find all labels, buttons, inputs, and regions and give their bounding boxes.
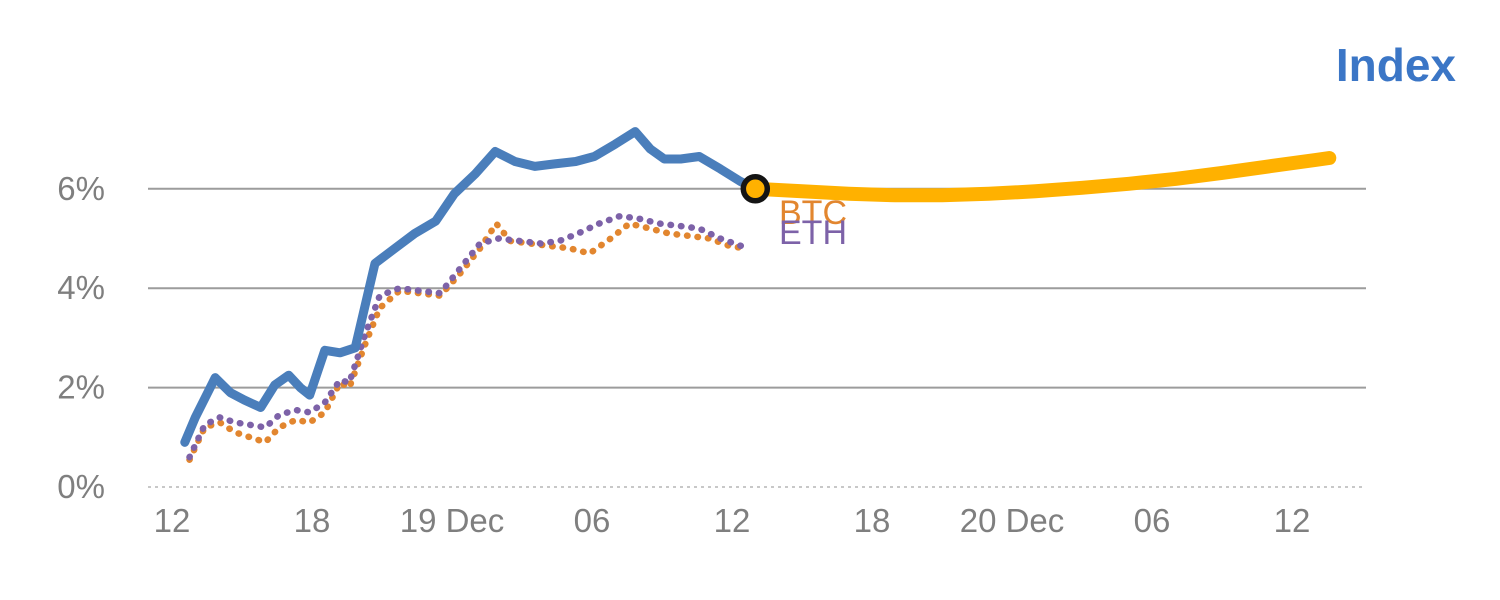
- x-tick-label: 12: [154, 502, 191, 539]
- y-tick-label: 6%: [57, 170, 105, 207]
- x-tick-label: 12: [1274, 502, 1311, 539]
- x-tick-label: 06: [1134, 502, 1171, 539]
- series-index-forecast: [748, 151, 1337, 203]
- x-tick-label: 12: [714, 502, 751, 539]
- x-tick-label: 19 Dec: [400, 502, 505, 539]
- x-tick-label: 18: [294, 502, 331, 539]
- y-tick-label: 0%: [57, 468, 105, 505]
- y-tick-label: 2%: [57, 369, 105, 406]
- x-tick-label: 06: [574, 502, 611, 539]
- x-tick-label: 18: [854, 502, 891, 539]
- y-tick-label: 4%: [57, 269, 105, 306]
- x-tick-label: 20 Dec: [960, 502, 1065, 539]
- series-index: [180, 127, 760, 447]
- current-point-marker: [740, 174, 771, 204]
- series-eth: [186, 212, 745, 461]
